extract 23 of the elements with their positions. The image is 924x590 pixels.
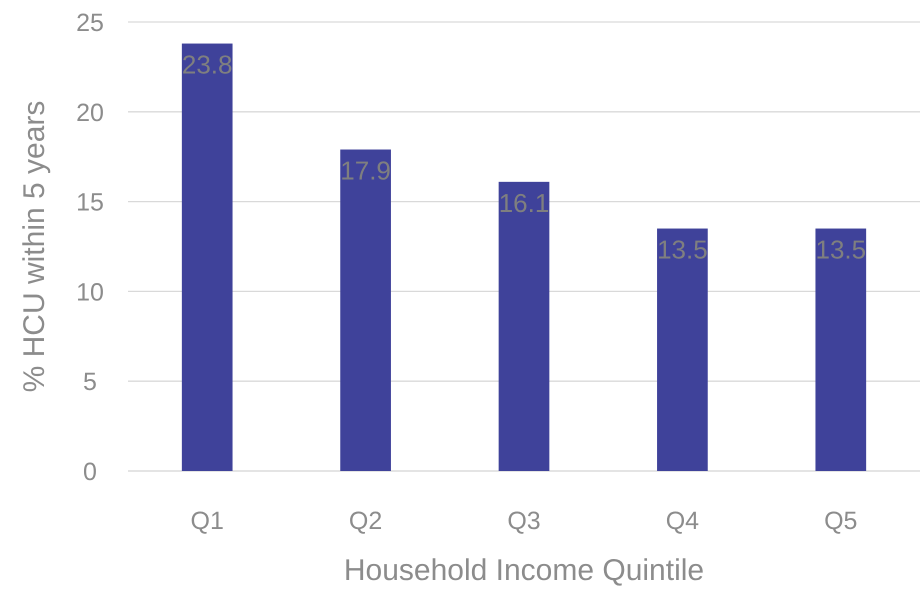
bar xyxy=(815,228,866,471)
x-axis-title: Household Income Quintile xyxy=(344,554,704,587)
bar xyxy=(182,44,233,471)
x-tick-label: Q1 xyxy=(190,507,224,535)
bar xyxy=(657,228,708,471)
y-tick-label: 20 xyxy=(76,98,104,127)
data-label: 23.8 xyxy=(182,50,233,80)
y-tick-label: 5 xyxy=(83,368,97,396)
bar xyxy=(498,182,550,471)
y-tick-label: 0 xyxy=(83,458,97,486)
bar xyxy=(340,150,391,471)
data-label: 13.5 xyxy=(657,234,708,265)
y-tick-label: 15 xyxy=(76,188,104,217)
data-label: 13.5 xyxy=(815,234,866,265)
data-label: 17.9 xyxy=(340,156,391,186)
y-axis-title: % HCU within 5 years xyxy=(18,100,51,392)
y-tick-label: 10 xyxy=(76,278,104,306)
x-tick-label: Q2 xyxy=(348,507,382,535)
y-tick-label: 25 xyxy=(76,9,104,37)
x-tick-label: Q3 xyxy=(507,507,541,535)
x-tick-label: Q4 xyxy=(666,507,700,535)
data-label: 16.1 xyxy=(498,188,550,218)
x-tick-label: Q5 xyxy=(824,507,858,535)
